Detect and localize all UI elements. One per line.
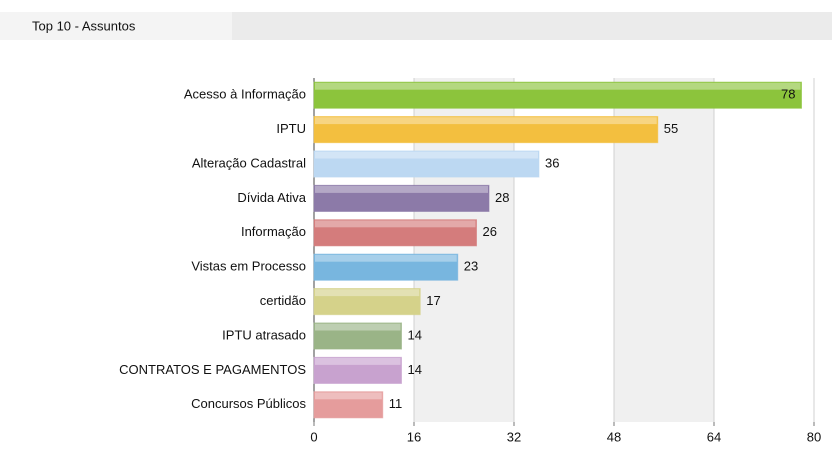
y-tick-label: Informação bbox=[241, 224, 306, 239]
x-tick-label: 48 bbox=[607, 429, 621, 444]
bar-highlight bbox=[315, 358, 401, 365]
y-tick-label: Dívida Ativa bbox=[237, 190, 306, 205]
y-tick-label: Concursos Públicos bbox=[191, 396, 306, 411]
x-tick-label: 80 bbox=[807, 429, 821, 444]
header-bar bbox=[232, 12, 832, 40]
value-label: 78 bbox=[781, 87, 795, 102]
bar bbox=[313, 219, 477, 247]
bar bbox=[313, 184, 490, 212]
y-tick-label: IPTU atrasado bbox=[222, 327, 306, 342]
x-tick-label: 64 bbox=[707, 429, 721, 444]
x-tick-label: 32 bbox=[507, 429, 521, 444]
bar bbox=[313, 391, 384, 419]
bar-highlight bbox=[315, 289, 420, 297]
bar bbox=[313, 322, 402, 350]
value-label: 26 bbox=[483, 224, 497, 239]
bar bbox=[313, 81, 802, 109]
value-label: 36 bbox=[545, 155, 559, 170]
y-tick-label: certidão bbox=[260, 293, 306, 308]
bar-highlight bbox=[315, 254, 457, 262]
value-label: 28 bbox=[495, 190, 509, 205]
value-label: 23 bbox=[464, 259, 478, 274]
bar bbox=[313, 356, 402, 384]
y-tick-label: Acesso à Informação bbox=[184, 87, 306, 102]
x-tick-label: 0 bbox=[310, 429, 317, 444]
bar-highlight bbox=[315, 323, 401, 331]
y-tick-label: Vistas em Processo bbox=[191, 259, 306, 274]
bar-highlight bbox=[315, 82, 801, 90]
y-tick-label: Alteração Cadastral bbox=[192, 155, 306, 170]
bar bbox=[313, 116, 659, 144]
value-label: 14 bbox=[408, 327, 422, 342]
y-tick-label: IPTU bbox=[276, 121, 306, 136]
bar-highlight bbox=[315, 151, 538, 159]
value-label: 55 bbox=[664, 121, 678, 136]
bar bbox=[313, 150, 540, 178]
chart-title: Top 10 - Assuntos bbox=[32, 18, 136, 33]
x-tick-label: 16 bbox=[407, 429, 421, 444]
y-tick-label: CONTRATOS E PAGAMENTOS bbox=[119, 362, 306, 377]
value-label: 11 bbox=[389, 396, 403, 411]
bar-highlight bbox=[315, 392, 382, 400]
bar-highlight bbox=[315, 220, 476, 228]
title-tab bbox=[0, 12, 232, 40]
bar bbox=[313, 253, 459, 281]
bar-highlight bbox=[315, 186, 488, 193]
bar-highlight bbox=[315, 117, 657, 125]
value-label: 14 bbox=[408, 362, 422, 377]
bar bbox=[313, 288, 421, 316]
value-label: 17 bbox=[426, 293, 440, 308]
